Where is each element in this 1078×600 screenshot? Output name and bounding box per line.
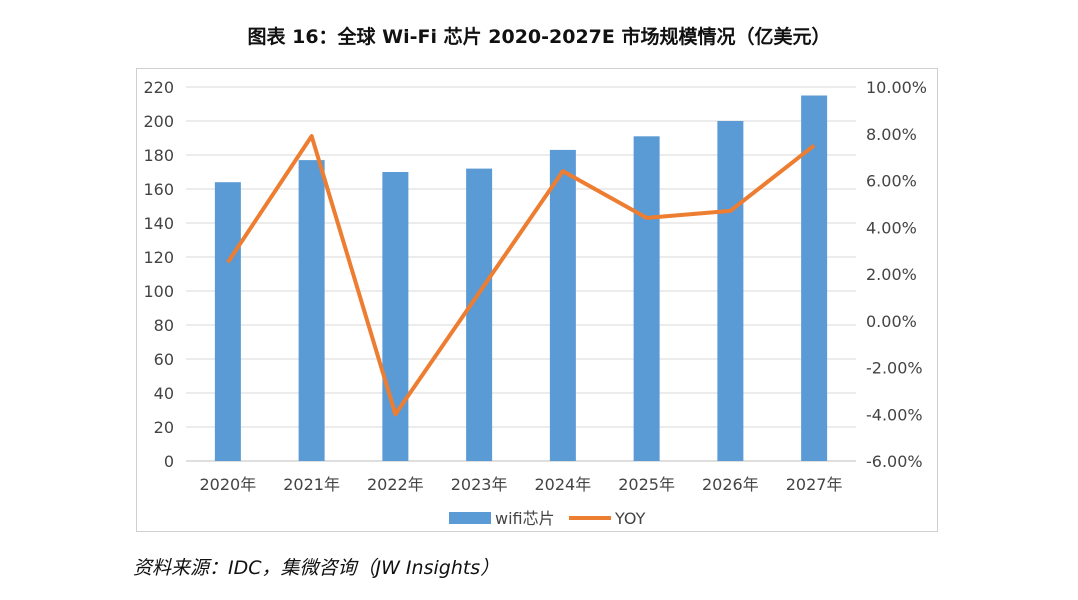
x-tick-label: 2020年 <box>200 475 257 494</box>
y-left-tick-label: 200 <box>143 112 174 131</box>
bar <box>298 160 325 461</box>
y-left-tick-label: 40 <box>154 384 174 403</box>
y-left-tick-label: 140 <box>143 214 174 233</box>
bar <box>717 121 744 461</box>
y-right-tick-label: 4.00% <box>866 218 917 237</box>
y-left-tick-label: 120 <box>143 248 174 267</box>
y-right-tick-label: 8.00% <box>866 125 917 144</box>
bar <box>466 168 493 461</box>
y-left-tick-label: 160 <box>143 180 174 199</box>
y-right-tick-label: -6.00% <box>866 452 923 471</box>
y-left-tick-label: 100 <box>143 282 174 301</box>
legend-label-line: YOY <box>614 509 646 528</box>
y-left-tick-label: 60 <box>154 350 174 369</box>
y-right-tick-label: 0.00% <box>866 312 917 331</box>
chart-title: 图表 16：全球 Wi-Fi 芯片 2020-2027E 市场规模情况（亿美元） <box>247 26 831 48</box>
yoy-line <box>226 134 816 417</box>
bar <box>382 172 409 461</box>
bar <box>549 149 576 461</box>
x-tick-label: 2027年 <box>786 475 843 494</box>
y-left-tick-label: 80 <box>154 316 174 335</box>
y-left-tick-label: 0 <box>164 452 174 471</box>
bar <box>633 136 660 462</box>
legend-swatch-bar <box>449 512 491 524</box>
y-left-tick-label: 20 <box>154 418 174 437</box>
chart-frame <box>136 68 938 532</box>
x-tick-label: 2025年 <box>618 475 675 494</box>
x-tick-label: 2021年 <box>283 475 340 494</box>
bar <box>214 182 241 461</box>
y-right-tick-label: -2.00% <box>866 359 923 378</box>
y-left-tick-label: 220 <box>143 78 174 97</box>
y-right-tick-label: 10.00% <box>866 78 927 97</box>
x-tick-label: 2022年 <box>367 475 424 494</box>
x-tick-label: 2026年 <box>702 475 759 494</box>
x-tick-label: 2024年 <box>535 475 592 494</box>
y-left-tick-label: 180 <box>143 146 174 165</box>
legend-label-bar: wifi芯片 <box>495 509 555 528</box>
x-tick-label: 2023年 <box>451 475 508 494</box>
y-right-tick-label: 2.00% <box>866 265 917 284</box>
y-right-tick-label: -4.00% <box>866 405 923 424</box>
bar <box>801 95 828 461</box>
source-note: 资料来源：IDC，集微咨询（JW Insights） <box>133 557 500 579</box>
y-right-tick-label: 6.00% <box>866 172 917 191</box>
